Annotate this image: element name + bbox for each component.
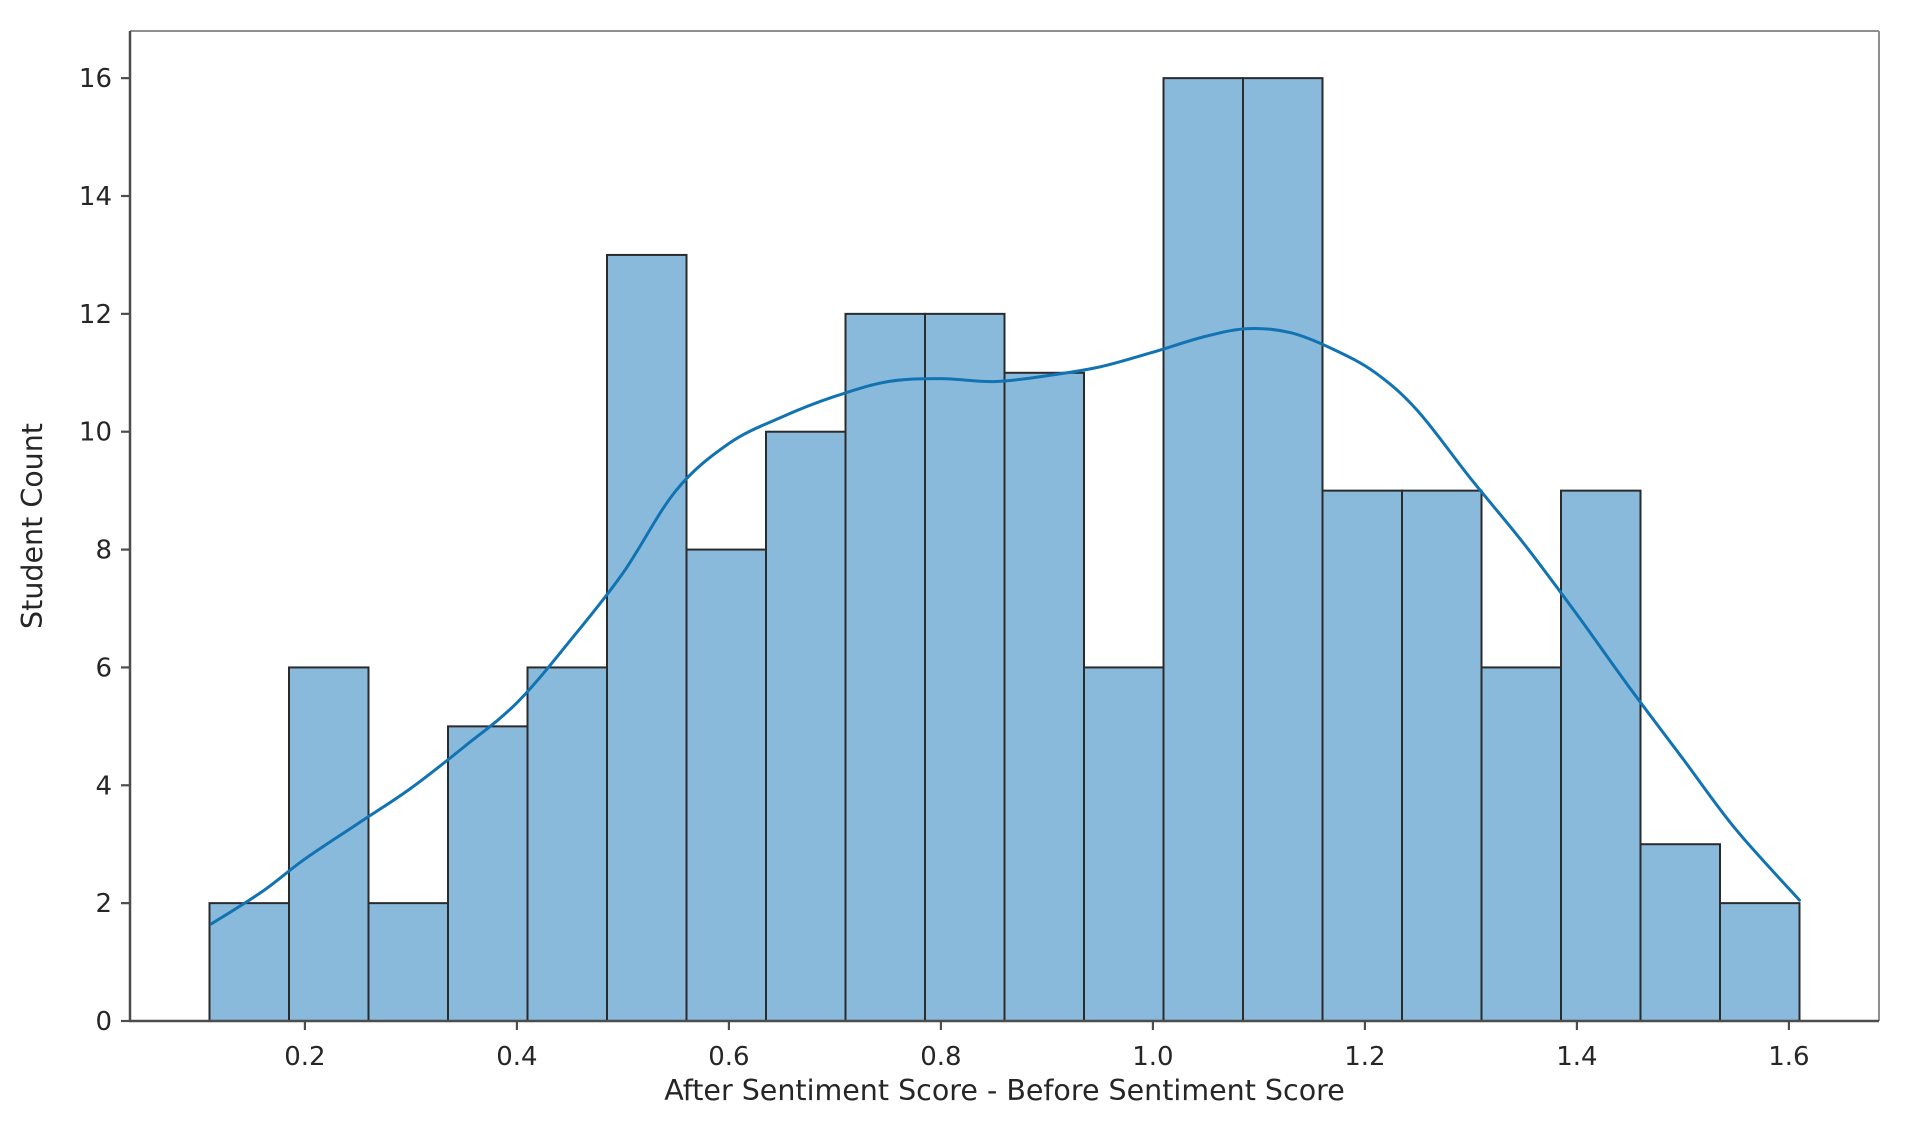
histogram-bar (1639, 843, 1721, 1023)
y-tick-label: 14 (79, 182, 112, 212)
histogram-bar (765, 430, 847, 1022)
x-tick-label: 0.8 (920, 1042, 961, 1072)
y-tick-label: 0 (95, 1007, 112, 1037)
histogram-bar (1242, 77, 1324, 1022)
axes-layer (128, 30, 1880, 1023)
histogram-bar (367, 902, 449, 1023)
x-axis-label: After Sentiment Score - Before Sentiment… (664, 1074, 1345, 1107)
histogram-bar (1083, 666, 1165, 1023)
ticks-layer: 0.2 0.4 0.6 0.8 1.0 1.2 1.4 1.6 0 2 4 6 8 10 12 14 16 (79, 64, 1810, 1072)
histogram-bar (606, 253, 688, 1022)
histogram-bar (844, 312, 926, 1023)
y-axis-label: Student Count (16, 423, 49, 629)
histogram-bar (208, 902, 290, 1023)
y-tick-label: 6 (95, 653, 112, 683)
y-tick-label: 2 (95, 889, 112, 919)
histogram-bar (1480, 666, 1562, 1023)
x-tick-label: 1.6 (1768, 1042, 1809, 1072)
y-tick-label: 10 (79, 418, 112, 448)
bars-layer (208, 77, 1801, 1023)
x-tick-label: 1.2 (1344, 1042, 1385, 1072)
histogram-bar (1321, 489, 1403, 1022)
histogram-bar (924, 312, 1006, 1023)
x-tick-label: 1.4 (1556, 1042, 1597, 1072)
y-tick-label: 16 (79, 64, 112, 94)
histogram-bar (1719, 902, 1801, 1023)
x-tick-label: 0.2 (284, 1042, 325, 1072)
histogram-bar (1560, 489, 1642, 1022)
kde-curve (210, 326, 1801, 926)
histogram-bar (526, 666, 608, 1023)
histogram-bar (685, 548, 767, 1022)
x-tick-label: 0.4 (496, 1042, 537, 1072)
kde-layer (210, 326, 1801, 926)
x-tick-label: 0.6 (708, 1042, 749, 1072)
x-tick-label: 1.0 (1132, 1042, 1173, 1072)
histogram-bar (447, 725, 529, 1022)
y-tick-label: 12 (79, 300, 112, 330)
histogram-bar (1401, 489, 1483, 1022)
y-tick-label: 4 (95, 771, 112, 801)
histogram-bar (1003, 371, 1085, 1022)
histogram-bar (1162, 77, 1244, 1022)
y-tick-label: 8 (95, 536, 112, 566)
